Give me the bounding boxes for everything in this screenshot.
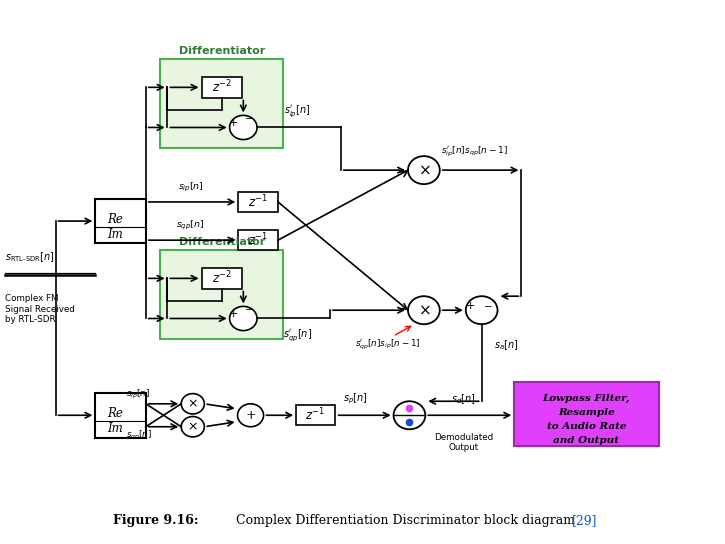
- Text: Im: Im: [107, 228, 123, 241]
- Text: Complex Differentiation Discriminator block diagram: Complex Differentiation Discriminator bl…: [236, 514, 575, 527]
- Circle shape: [181, 417, 204, 437]
- Text: $z^{-1}$: $z^{-1}$: [248, 194, 268, 211]
- Text: and Output: and Output: [553, 436, 619, 444]
- FancyBboxPatch shape: [296, 405, 336, 425]
- Text: Re: Re: [107, 213, 123, 226]
- Text: $s_{qp}[n]$: $s_{qp}[n]$: [176, 219, 204, 232]
- Text: $z^{-1}$: $z^{-1}$: [248, 232, 268, 249]
- Text: to Audio Rate: to Audio Rate: [547, 422, 626, 431]
- Circle shape: [230, 306, 257, 331]
- Text: +: +: [245, 409, 256, 422]
- Text: $\times$: $\times$: [418, 163, 430, 177]
- FancyBboxPatch shape: [95, 393, 146, 437]
- Text: Demodulated
Output: Demodulated Output: [434, 433, 493, 453]
- Text: $z^{-2}$: $z^{-2}$: [212, 79, 232, 96]
- Text: $s_{qp}'[n]$: $s_{qp}'[n]$: [283, 327, 312, 343]
- Circle shape: [394, 401, 426, 429]
- Text: $\times$: $\times$: [187, 420, 198, 433]
- Text: $s_p[n]$: $s_p[n]$: [343, 392, 368, 406]
- Text: $s_{qp}'[n]s_{ip}[n-1]$: $s_{qp}'[n]s_{ip}[n-1]$: [355, 338, 420, 351]
- Text: $z^{-2}$: $z^{-2}$: [212, 270, 232, 287]
- Text: +: +: [229, 309, 239, 319]
- Text: $-$: $-$: [244, 304, 253, 313]
- Text: Differentiator: Differentiator: [178, 237, 265, 247]
- Text: $s_{ip}'[n]s_{qp}[n-1]$: $s_{ip}'[n]s_{qp}[n-1]$: [441, 145, 508, 159]
- Text: $s_a[n]$: $s_a[n]$: [494, 338, 518, 352]
- Text: +: +: [466, 301, 476, 311]
- FancyBboxPatch shape: [95, 199, 146, 243]
- Text: +: +: [229, 118, 239, 128]
- Circle shape: [181, 394, 204, 414]
- Text: Figure 9.16:: Figure 9.16:: [113, 514, 199, 527]
- Text: Lowpass Filter,: Lowpass Filter,: [542, 393, 630, 403]
- Text: $s_d[n]$: $s_d[n]$: [451, 393, 476, 406]
- Circle shape: [408, 156, 440, 184]
- Text: Re: Re: [107, 407, 123, 420]
- FancyBboxPatch shape: [514, 382, 658, 446]
- Text: Resample: Resample: [558, 407, 615, 417]
- Circle shape: [408, 296, 440, 324]
- Text: [29]: [29]: [572, 514, 597, 527]
- Text: Differentiator: Differentiator: [178, 46, 265, 56]
- Text: $s_{ip}[n]$: $s_{ip}[n]$: [125, 388, 149, 401]
- Text: $\times$: $\times$: [418, 303, 430, 317]
- Circle shape: [238, 404, 264, 426]
- Text: $s_{ip}'[n]$: $s_{ip}'[n]$: [284, 103, 311, 119]
- Text: $s_{ip}[n]$: $s_{ip}[n]$: [178, 181, 204, 194]
- FancyBboxPatch shape: [202, 268, 241, 288]
- Text: $\times$: $\times$: [187, 397, 198, 410]
- FancyBboxPatch shape: [238, 192, 278, 212]
- FancyBboxPatch shape: [238, 230, 278, 250]
- Text: $s_{\mathrm{RTL\text{-}SDR}}[n]$: $s_{\mathrm{RTL\text{-}SDR}}[n]$: [5, 250, 55, 264]
- Text: $s_{qp}[n]$: $s_{qp}[n]$: [125, 429, 152, 442]
- Circle shape: [465, 296, 497, 324]
- Text: $-$: $-$: [244, 113, 253, 122]
- Text: Im: Im: [107, 422, 123, 435]
- FancyBboxPatch shape: [160, 250, 283, 339]
- Circle shape: [230, 115, 257, 140]
- Text: $z^{-1}$: $z^{-1}$: [305, 407, 326, 424]
- Text: $-$: $-$: [483, 301, 492, 310]
- FancyBboxPatch shape: [202, 77, 241, 97]
- Text: Complex FM
Signal Received
by RTL-SDR: Complex FM Signal Received by RTL-SDR: [5, 294, 75, 324]
- FancyBboxPatch shape: [160, 59, 283, 148]
